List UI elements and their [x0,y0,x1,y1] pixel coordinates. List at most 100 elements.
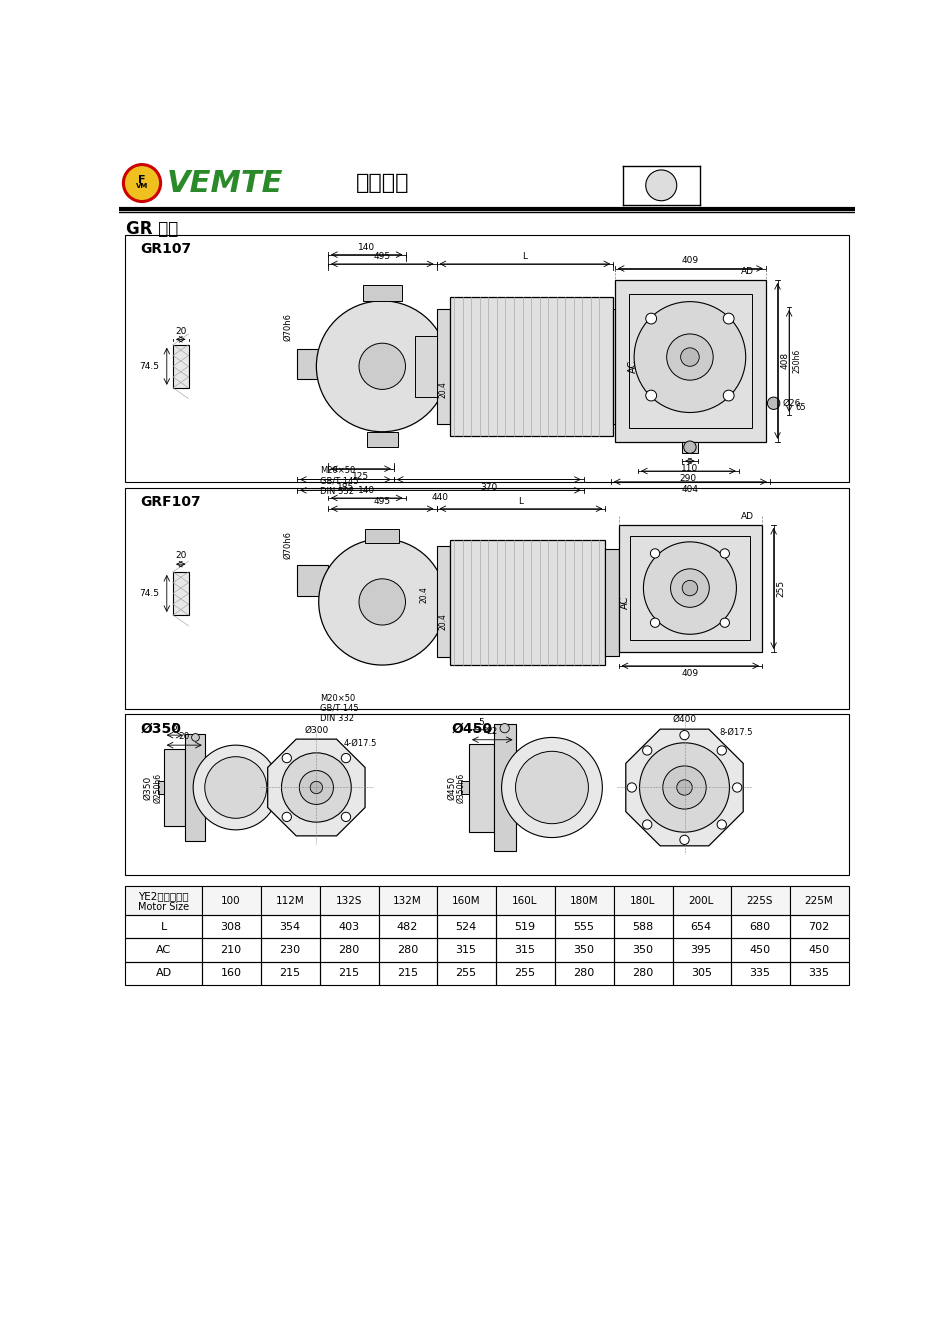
Circle shape [651,549,659,558]
Circle shape [192,734,200,742]
Text: Ø250h6: Ø250h6 [153,772,162,803]
Bar [436,309,450,424]
Bar [555,886,614,915]
Bar [202,961,261,985]
Text: 255: 255 [456,968,477,978]
Bar [261,961,320,985]
Bar [555,939,614,961]
Bar [379,961,438,985]
Circle shape [205,756,267,818]
Circle shape [502,738,602,838]
Bar [438,886,496,915]
Text: 180M: 180M [569,896,598,906]
Text: Ø450: Ø450 [452,721,493,735]
Text: Ø350: Ø350 [143,775,153,800]
Text: 4-Ø17.5: 4-Ø17.5 [344,739,377,748]
Text: 555: 555 [573,921,594,932]
Text: 280: 280 [632,968,653,978]
Circle shape [723,313,734,323]
Text: 74.5: 74.5 [139,589,159,598]
Text: 350: 350 [632,945,653,954]
Circle shape [642,746,652,755]
Circle shape [310,781,323,793]
Bar [790,961,848,985]
Text: 22: 22 [486,727,498,737]
Text: 140: 140 [358,486,375,495]
Circle shape [635,302,746,412]
Text: 20: 20 [175,326,186,335]
Bar [261,886,320,915]
Text: 215: 215 [279,968,300,978]
Text: Ø300: Ø300 [304,726,329,735]
Text: 215: 215 [397,968,418,978]
Polygon shape [626,729,743,846]
Bar [496,939,555,961]
Circle shape [642,820,652,829]
Text: 20: 20 [175,552,186,560]
Circle shape [359,578,406,626]
Bar [618,525,762,652]
Text: 185: 185 [337,483,354,491]
Text: 132M: 132M [393,896,422,906]
Circle shape [125,166,159,201]
Circle shape [732,783,742,792]
Text: 8-Ø17.5: 8-Ø17.5 [719,729,752,737]
Text: 395: 395 [691,945,712,954]
Bar [202,886,261,915]
Bar [125,714,848,874]
Text: 112M: 112M [276,896,304,906]
Bar [555,915,614,939]
Text: 409: 409 [682,256,699,265]
Bar [320,886,379,915]
Text: 减速电机: 减速电机 [355,173,409,193]
Bar [555,961,614,985]
Text: 482: 482 [397,921,418,932]
Bar [125,886,202,915]
Bar [494,723,516,851]
Bar [163,748,185,826]
Circle shape [663,766,706,809]
Text: 404: 404 [682,484,699,494]
Text: 290: 290 [680,474,697,483]
Bar [438,915,496,939]
Circle shape [717,746,727,755]
Text: 20.4: 20.4 [439,612,448,630]
Circle shape [720,618,730,627]
Bar [673,939,732,961]
Bar [367,432,398,447]
Bar [450,297,613,436]
Text: 308: 308 [220,921,241,932]
Circle shape [667,334,713,380]
Bar [125,915,202,939]
Text: GR 系列: GR 系列 [126,220,179,238]
Bar [732,915,790,939]
Text: 524: 524 [456,921,477,932]
Circle shape [768,397,780,409]
Text: 450: 450 [808,945,829,954]
Bar [125,961,202,985]
Polygon shape [268,739,365,836]
Text: 132S: 132S [335,896,362,906]
Bar [261,939,320,961]
Text: VM: VM [136,183,148,189]
Text: 702: 702 [808,921,829,932]
Bar [496,961,555,985]
Bar [297,565,328,595]
Text: VEMTE: VEMTE [167,169,283,198]
Text: 210: 210 [220,945,241,954]
Bar [125,939,202,961]
Text: 200L: 200L [689,896,713,906]
Bar [173,572,188,615]
Circle shape [646,391,656,401]
Bar [438,961,496,985]
Bar [185,734,205,841]
Circle shape [676,780,693,795]
Text: 305: 305 [691,968,712,978]
Text: Motor Size: Motor Size [138,902,189,912]
Circle shape [646,313,656,323]
Bar [365,529,399,543]
Text: 315: 315 [514,945,536,954]
Bar [469,743,494,832]
Text: L: L [519,496,523,506]
Bar [320,939,379,961]
